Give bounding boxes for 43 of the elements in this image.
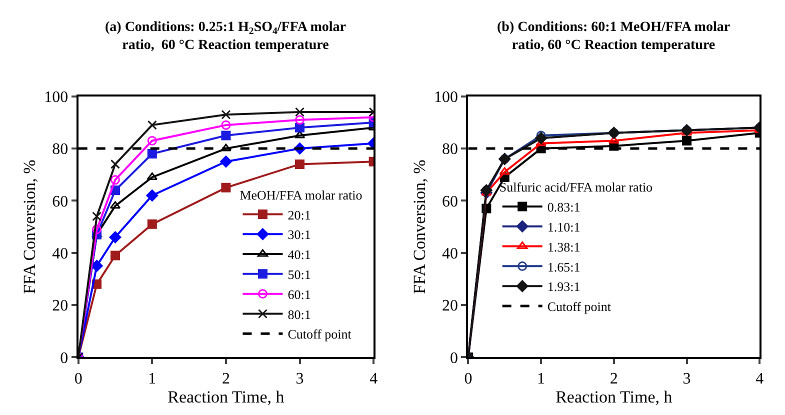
y-tick-label: 0 [60, 350, 68, 367]
legend-label: 40:1 [288, 247, 311, 262]
x-axis-title: Reaction Time, h [556, 387, 673, 406]
y-tick-label: 100 [44, 88, 68, 106]
y-tick-label: 20 [52, 298, 68, 315]
x-tick-label: 3 [682, 370, 691, 388]
x-tick-label: 2 [222, 370, 230, 388]
legend-label: 50:1 [288, 266, 311, 282]
x-tick-label: 3 [296, 370, 304, 388]
x-tick-label: 1 [537, 370, 546, 388]
legend-label: Cutoff point [547, 299, 612, 314]
legend-label: 60:1 [288, 286, 311, 302]
y-tick-label: 60 [52, 193, 68, 210]
legend-label: 1.65:1 [547, 259, 580, 274]
legend-title: Sulfuric acid/FFA molar ratio [499, 180, 653, 195]
x-tick-label: 0 [464, 370, 472, 388]
y-tick-label: 40 [52, 245, 68, 262]
legend-label: 80:1 [288, 306, 311, 322]
legend-label: 1.38:1 [547, 239, 580, 254]
x-axis-title: Reaction Time, h [168, 387, 285, 406]
x-tick-label: 2 [610, 370, 618, 388]
chart-title: (b) Conditions: 60:1 MeOH/FFA molar ratio, 60 °C Reaction temperature [497, 20, 730, 54]
y-tick-label: 40 [442, 245, 458, 262]
y-axis-title: FFA Conversion, % [20, 160, 40, 294]
legend-label: 0.83:1 [547, 200, 580, 215]
legend-label: Cutoff point [288, 326, 352, 342]
x-tick-label: 4 [370, 370, 378, 388]
x-tick-label: 1 [148, 370, 156, 388]
legend-title: MeOH/FFA molar ratio [240, 187, 362, 202]
y-tick-label: 60 [442, 193, 458, 210]
chart-title: (a) Conditions: 0.25:1 H$_{2}$SO$_{4}$/FFA molar ratio, 60 °C Reaction temperature [105, 20, 346, 54]
legend-label: 30:1 [288, 227, 311, 242]
y-axis-title: FFA Conversion, % [410, 160, 430, 294]
legend-label: 1.93:1 [547, 279, 580, 294]
x-tick-label: 4 [756, 370, 764, 388]
y-tick-label: 0 [450, 350, 458, 367]
y-tick-label: 80 [52, 141, 68, 158]
legend-label: 20:1 [288, 207, 311, 222]
y-tick-label: 100 [434, 88, 458, 106]
x-tick-label: 0 [74, 370, 82, 388]
y-tick-label: 20 [442, 298, 458, 315]
y-tick-label: 80 [442, 141, 458, 158]
legend-label: 1.10:1 [547, 219, 580, 234]
